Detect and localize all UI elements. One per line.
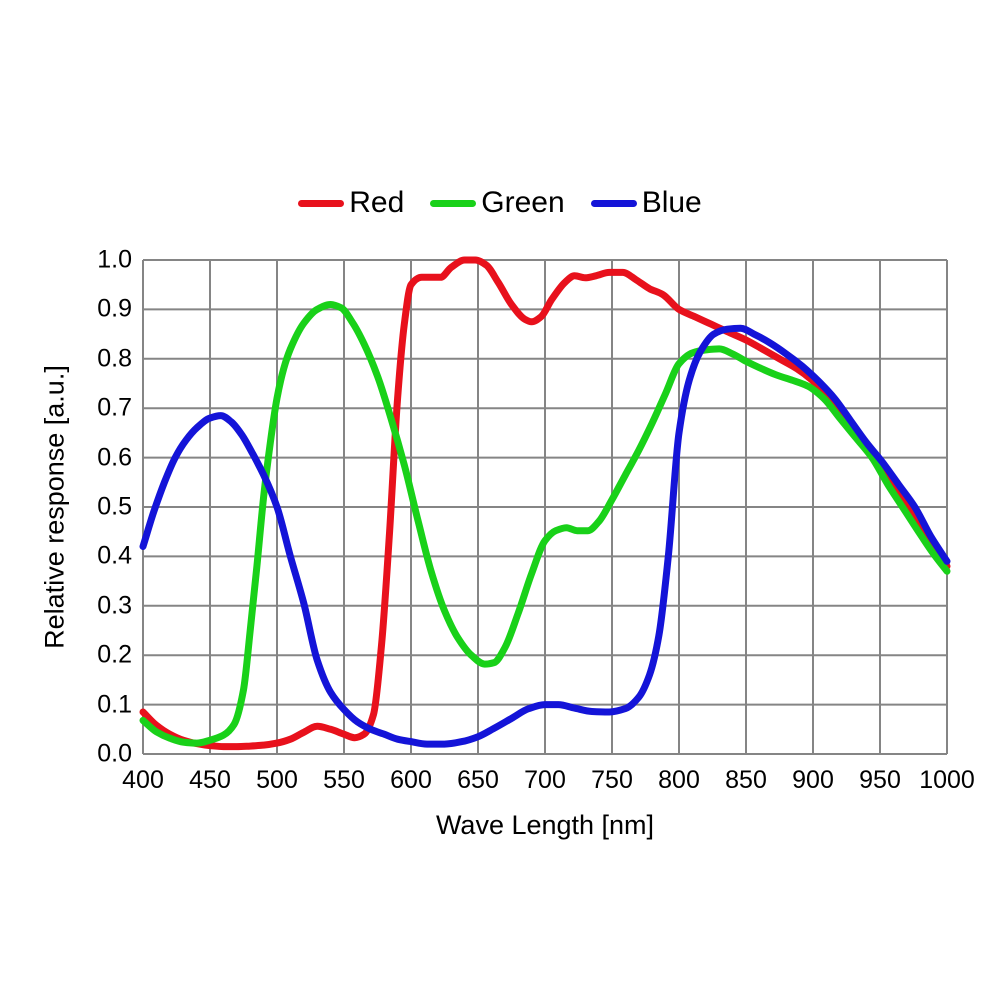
plot-canvas [139, 256, 951, 755]
legend-label-blue: Blue [641, 186, 702, 219]
series-green-line [139, 301, 951, 747]
x-tick-label: 950 [859, 766, 901, 794]
x-tick-label: 1000 [919, 766, 975, 794]
x-tick-labels: 400 450 500 550 600 650 700 750 800 850 900 950 1000 [0, 768, 1000, 798]
x-tick-label: 450 [189, 766, 231, 794]
y-tick-label: 0.0 [97, 739, 132, 768]
legend-label-red: Red [349, 186, 405, 219]
y-tick-label: 0.9 [97, 294, 132, 323]
x-tick-label: 900 [792, 766, 834, 794]
y-tick-label: 0.6 [97, 443, 132, 472]
x-tick-label: 500 [256, 766, 298, 794]
x-tick-label: 700 [524, 766, 566, 794]
x-tick-label: 600 [390, 766, 432, 794]
x-axis-title: Wave Length [nm] [435, 810, 655, 840]
y-tick-label: 0.3 [97, 591, 132, 620]
legend-swatch-blue [590, 199, 637, 207]
y-tick-label: 0.5 [97, 492, 132, 521]
x-tick-label: 650 [457, 766, 499, 794]
x-tick-label: 550 [323, 766, 365, 794]
legend-item-red: Red [298, 188, 404, 218]
series-blue-line [139, 324, 951, 748]
x-tick-label: 800 [658, 766, 700, 794]
legend: Red Green Blue [0, 188, 1000, 218]
series-red-line [139, 256, 951, 751]
legend-label-green: Green [481, 186, 565, 219]
y-tick-label: 0.1 [97, 690, 132, 719]
legend-swatch-green [430, 199, 477, 207]
legend-item-green: Green [430, 186, 565, 219]
legend-swatch-red [298, 199, 345, 207]
plot-area [139, 256, 951, 755]
x-tick-label: 400 [122, 766, 164, 794]
y-tick-label: 0.7 [97, 393, 132, 422]
x-tick-label: 750 [591, 766, 633, 794]
legend-item-blue: Blue [590, 186, 702, 219]
y-tick-labels: 0.0 0.1 0.2 0.3 0.4 0.5 0.6 0.7 0.8 0.9 1.0 [0, 0, 132, 1000]
y-tick-label: 1.0 [97, 245, 132, 274]
grid [142, 259, 948, 755]
y-tick-label: 0.4 [97, 541, 132, 570]
x-tick-label: 850 [725, 766, 767, 794]
y-tick-label: 0.2 [97, 640, 132, 669]
y-tick-label: 0.8 [97, 344, 132, 373]
